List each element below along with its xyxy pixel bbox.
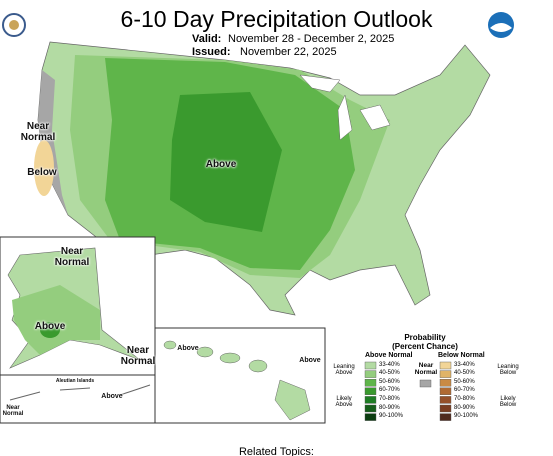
- legend-range: 80-90%: [454, 404, 475, 411]
- legend-subtitle: (Percent Chance): [392, 342, 458, 351]
- map-label: Near Normal: [2, 405, 24, 418]
- aleutian-box: [0, 374, 156, 424]
- map-label: Near Normal: [54, 246, 90, 268]
- map-label: Above: [299, 357, 321, 364]
- legend-likely-below: Likely Below: [499, 396, 517, 408]
- legend-swatch: [439, 396, 452, 404]
- issued-label: Issued:: [192, 46, 231, 58]
- legend-range: 80-90%: [379, 404, 400, 411]
- great-lakes: [299, 74, 391, 141]
- legend-swatch: [364, 379, 377, 387]
- legend-below-title: Below Normal: [438, 352, 485, 359]
- hawaii: [163, 340, 311, 421]
- issued: November 22, 2025: [240, 46, 337, 58]
- legend-swatch: [439, 361, 452, 370]
- map-label: Above: [205, 159, 237, 170]
- valid: November 28 - December 2, 2025: [228, 33, 395, 45]
- legend-swatch: [439, 370, 452, 378]
- legend-swatch: [364, 396, 377, 404]
- legend-range: 50-60%: [454, 378, 475, 385]
- legend-range: 40-50%: [379, 370, 400, 377]
- legend-swatch: [439, 404, 452, 413]
- legend-range: 50-60%: [379, 378, 400, 385]
- legend-leaning-below: Leaning Below: [497, 364, 519, 376]
- legend-range: 60-70%: [454, 387, 475, 394]
- aleutians: [9, 384, 151, 401]
- legend-likely-above: Likely Above: [335, 396, 353, 408]
- legend-swatch: [364, 387, 377, 395]
- legend-swatch: [364, 361, 377, 370]
- map-label: Above: [34, 321, 66, 332]
- map-label: Below: [27, 167, 57, 178]
- legend-near-swatch: [419, 379, 432, 388]
- alaska-above: [12, 285, 100, 355]
- legend-near-title: Near Normal: [414, 362, 438, 376]
- legend-swatch: [439, 379, 452, 387]
- legend-range: 60-70%: [379, 387, 400, 394]
- legend-range: 33-40%: [454, 361, 475, 368]
- title: 6-10 Day Precipitation Outlook: [120, 6, 433, 32]
- conus-below: [34, 140, 54, 196]
- legend-range: 70-80%: [454, 395, 475, 402]
- legend-swatch: [364, 370, 377, 378]
- conus-near: [38, 70, 68, 215]
- map-label: Aleutian Islands: [55, 378, 95, 384]
- alaska-above-core: [40, 322, 60, 338]
- legend-title: Probability: [404, 333, 446, 342]
- noaa-logo-gull: [490, 23, 512, 32]
- map-label: Near Normal: [120, 345, 156, 367]
- legend-range: 90-100%: [379, 413, 404, 420]
- legend-range: 90-100%: [454, 413, 479, 420]
- legend-swatch: [364, 404, 377, 413]
- map-label: Above: [177, 345, 199, 352]
- doc-logo-center: [9, 20, 19, 30]
- map-label: Near Normal: [20, 121, 56, 143]
- related-topics: Related Topics:: [238, 446, 314, 456]
- legend-range: 33-40%: [379, 361, 400, 368]
- map-label: Above: [101, 393, 123, 400]
- legend-range: 40-50%: [454, 370, 475, 377]
- legend-range: 70-80%: [379, 395, 400, 402]
- legend-leaning-above: Leaning Above: [333, 364, 355, 376]
- conus-60-70: [170, 92, 282, 232]
- legend-above-title: Above Normal: [365, 352, 413, 359]
- legend-swatch: [364, 413, 377, 421]
- legend-swatch: [439, 413, 452, 421]
- legend-swatch: [439, 387, 452, 395]
- valid-label: Valid:: [192, 33, 222, 45]
